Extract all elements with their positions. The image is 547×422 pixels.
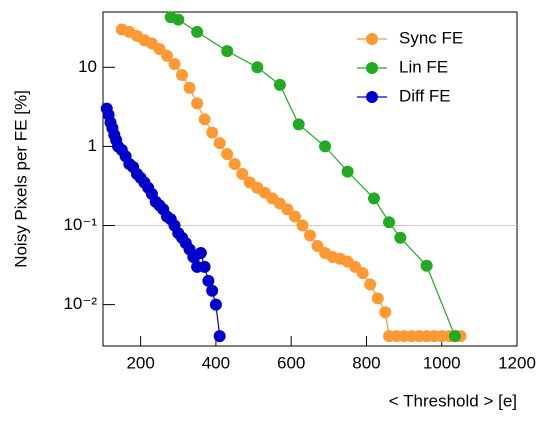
data-point	[356, 267, 369, 280]
data-point	[383, 216, 396, 229]
x-tick-label: 1000	[423, 353, 461, 372]
x-tick-label: 800	[352, 353, 380, 372]
y-tick-label: 10⁻²	[63, 294, 97, 313]
data-point	[371, 292, 384, 305]
data-point	[251, 61, 264, 74]
data-point	[202, 274, 215, 287]
x-tick-label: 600	[277, 353, 305, 372]
data-point	[228, 157, 241, 170]
data-point	[281, 203, 294, 216]
y-tick-label: 10⁻¹	[63, 215, 97, 234]
legend-marker	[366, 33, 378, 45]
data-point	[304, 229, 316, 242]
data-point	[191, 97, 204, 110]
data-point	[394, 231, 407, 244]
x-tick-label: 400	[202, 353, 230, 372]
data-point	[160, 49, 173, 62]
data-point	[172, 13, 185, 26]
data-point	[206, 284, 219, 297]
data-point	[198, 113, 211, 126]
y-tick-label: 10	[78, 57, 97, 76]
data-point	[194, 246, 207, 259]
data-point	[221, 148, 234, 161]
data-point	[221, 45, 234, 58]
x-tick-label: 200	[126, 353, 154, 372]
data-point	[364, 278, 377, 291]
data-point	[448, 330, 461, 343]
data-point	[176, 68, 189, 81]
legend-marker	[366, 62, 378, 74]
data-point	[292, 118, 305, 131]
legend-label: Lin FE	[399, 57, 448, 76]
data-point	[341, 165, 354, 178]
legend-label: Sync FE	[399, 28, 463, 47]
data-point	[168, 58, 181, 71]
data-point	[367, 192, 380, 205]
data-point	[420, 259, 433, 272]
data-point	[206, 126, 219, 139]
x-tick-label: 1200	[498, 353, 536, 372]
y-axis-label: Noisy Pixels per FE [%]	[11, 90, 30, 268]
data-point	[236, 167, 249, 180]
data-point	[213, 137, 226, 150]
data-point	[296, 219, 309, 232]
series-line	[106, 108, 221, 337]
y-tick-label: 1	[88, 136, 97, 155]
data-point	[213, 330, 226, 343]
data-point	[198, 260, 211, 273]
legend-marker	[366, 91, 378, 103]
plot-frame	[102, 11, 518, 347]
data-point	[288, 210, 301, 223]
data-point	[319, 140, 332, 153]
data-point	[379, 306, 392, 319]
data-point	[191, 25, 204, 38]
data-point	[273, 78, 286, 91]
data-point	[183, 81, 196, 94]
x-axis-label: < Threshold > [e]	[389, 391, 517, 410]
data-point	[209, 298, 222, 311]
legend-label: Diff FE	[399, 86, 451, 105]
